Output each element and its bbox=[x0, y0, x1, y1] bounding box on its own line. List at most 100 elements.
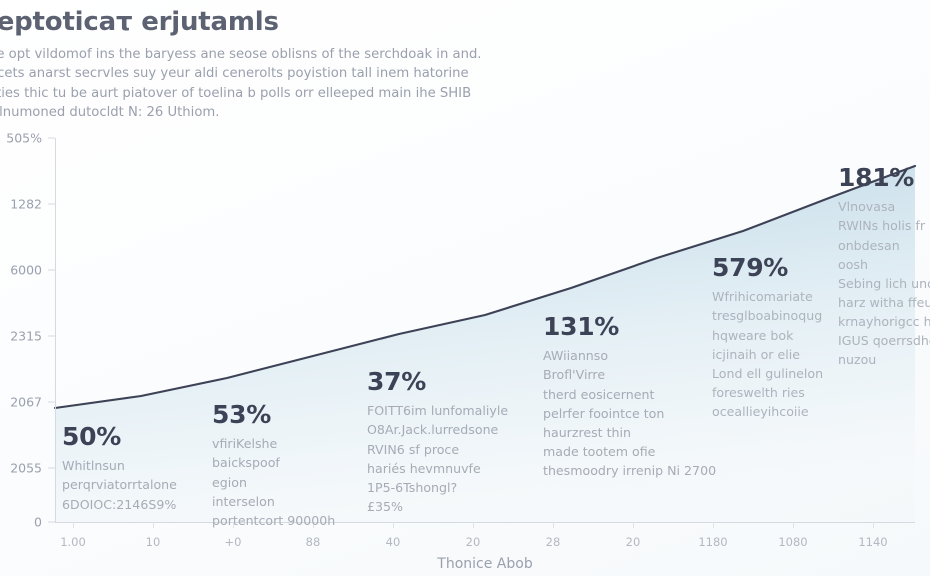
y-axis-tick-mark bbox=[48, 467, 55, 469]
y-axis-tick-mark bbox=[48, 401, 55, 403]
annotation-line: thesmoodry irrenip Ni 2700 bbox=[543, 463, 717, 479]
x-axis-tick-mark bbox=[793, 522, 794, 528]
annotation-579pct: 579% Wfrihicomariate tresglboabinoqug hqwea… bbox=[712, 253, 823, 421]
annotation-line: Sebing lich und bbox=[838, 275, 930, 291]
annotation-line: O8Ar.Jack.lurredsone bbox=[367, 422, 499, 438]
annotation-line: RVIN6 sf proce bbox=[367, 441, 460, 457]
annotation-line: krnayhorigcc he bbox=[838, 314, 930, 330]
annotation-line: foreswelth ries bbox=[712, 384, 805, 400]
y-axis-tick-label: 2055 bbox=[10, 460, 42, 476]
annotation-line: oceallieyihcoiie bbox=[712, 404, 809, 420]
annotation-body: AWiiannso Brofl'Virre therd eosicernent pel… bbox=[543, 346, 716, 480]
annotation-line: harz witha ffeu bbox=[838, 294, 930, 310]
annotation-line: egion bbox=[212, 474, 247, 490]
annotation-line: hariés hevmnuvfe bbox=[367, 460, 481, 476]
annotation-37pct: 37% FOITT6im lunfomaliyle O8Ar.Jack.lurred… bbox=[367, 367, 508, 516]
chart-subtitle: de opt vildomof ins the baryess ane seos… bbox=[0, 45, 628, 123]
annotation-line: pelrfer foointce ton bbox=[543, 405, 665, 421]
annotation-line: IGUS qoerrsdhe bbox=[838, 333, 930, 349]
x-axis-tick-mark bbox=[233, 522, 234, 528]
annotation-131pct: 131% AWiiannso Brofl'Virre therd eosicernen… bbox=[543, 312, 716, 480]
annotation-line: haurzrest thin bbox=[543, 424, 632, 440]
y-axis-tick-label: 1282 bbox=[10, 196, 42, 212]
x-axis-tick-label: 20 bbox=[625, 535, 641, 549]
annotation-value: 181% bbox=[838, 163, 915, 192]
x-axis-tick-mark bbox=[713, 522, 714, 528]
x-axis-tick-label: 88 bbox=[305, 535, 321, 549]
annotation-value: 579% bbox=[712, 253, 789, 282]
y-axis-tick-mark bbox=[48, 137, 55, 139]
y-axis-tick-mark bbox=[48, 269, 55, 271]
x-axis-tick-mark bbox=[473, 522, 474, 528]
annotation-line: £35% bbox=[367, 498, 404, 514]
x-axis-tick-label: +0 bbox=[224, 535, 242, 549]
annotation-body: Vlnovasa RWlNs holis fr onbdesan oosh Sebing… bbox=[838, 197, 930, 369]
annotation-line: made tootem ofie bbox=[543, 443, 656, 459]
y-axis-tick-mark bbox=[48, 521, 55, 523]
annotation-line: tresglboabinoqug bbox=[712, 308, 823, 324]
x-axis-tick-mark bbox=[393, 522, 394, 528]
annotation-line: baickspoof bbox=[212, 455, 280, 471]
chart-header: jeptoticaτ erjutamls de opt vildomof ins… bbox=[0, 8, 628, 123]
annotation-53pct: 53% vfiriKelshe baickspoof egion interselon p… bbox=[212, 401, 335, 530]
annotation-value: 37% bbox=[367, 367, 426, 396]
y-axis-line bbox=[55, 138, 56, 522]
x-axis-tick-mark bbox=[153, 522, 154, 528]
y-axis-tick-mark bbox=[48, 203, 55, 205]
y-axis-tick-label: 505% bbox=[6, 130, 42, 146]
y-axis-tick-label: 2315 bbox=[10, 328, 42, 344]
annotation-body: FOITT6im lunfomaliyle O8Ar.Jack.lurredson… bbox=[367, 401, 508, 516]
annotation-line: Wfrihicomariate bbox=[712, 289, 813, 305]
x-axis-tick-mark bbox=[313, 522, 314, 528]
subtitle-line: ricets anarst secrvles suy yeur aldi cen… bbox=[0, 66, 469, 82]
annotation-line: FOITT6im lunfomaliyle bbox=[367, 403, 509, 419]
annotation-body: Wfrihicomariate tresglboabinoqug hqweare b… bbox=[712, 287, 823, 421]
annotation-line: onbdesan bbox=[838, 237, 900, 253]
x-axis-tick-mark bbox=[73, 522, 74, 528]
x-axis-tick-mark bbox=[633, 522, 634, 528]
annotation-line: AWiiannso bbox=[543, 348, 609, 364]
plot-area: 505% 1282 6000 2315 2067 2055 0 1.00 10 +0 88 40 20… bbox=[6, 131, 917, 572]
annotation-value: 50% bbox=[62, 422, 121, 451]
annotation-line: hqweare bok bbox=[712, 327, 794, 343]
annotation-line: therd eosicernent bbox=[543, 386, 655, 402]
subtitle-line: s lnumoned dutocldt N: 26 Uthiom. bbox=[0, 105, 220, 121]
x-axis-tick-label: 28 bbox=[545, 535, 561, 549]
area-fill bbox=[55, 166, 915, 522]
annotation-181pct: 181% Vlnovasa RWlNs holis fr onbdesan oosh Se… bbox=[838, 163, 930, 370]
y-axis-tick-label: 2067 bbox=[10, 394, 42, 410]
x-axis-tick-mark bbox=[553, 522, 554, 528]
annotation-line: RWlNs holis fr bbox=[838, 218, 926, 234]
annotation-line: oosh bbox=[838, 256, 868, 272]
annotation-body: vfiriKelshe baickspoof egion interselon port… bbox=[212, 434, 335, 530]
annotation-line: 1P5-6Tshongl? bbox=[367, 479, 458, 495]
series-line bbox=[53, 164, 917, 410]
x-axis-tick-label: 1180 bbox=[698, 535, 728, 549]
annotation-line: 6DOIOC:2146S9% bbox=[62, 496, 177, 512]
x-axis-tick-label: 20 bbox=[465, 535, 481, 549]
y-axis-tick-mark bbox=[48, 335, 55, 337]
annotation-line: portentcort 90000h bbox=[212, 512, 336, 528]
annotation-line: Brofl'Virre bbox=[543, 367, 606, 383]
x-axis-tick-label: 1140 bbox=[858, 535, 888, 549]
annotation-50pct: 50% Whitlnsun perqrviatorrtalone 6DOIOC:214… bbox=[62, 422, 177, 514]
annotation-line: nuzou bbox=[838, 352, 877, 368]
x-axis-line bbox=[55, 522, 915, 523]
subtitle-line: aties thic tu be aurt piatover of toelin… bbox=[0, 85, 472, 101]
x-axis-tick-label: 1.00 bbox=[60, 535, 86, 549]
series-area-chart bbox=[53, 164, 917, 522]
annotation-line: vfiriKelshe bbox=[212, 436, 278, 452]
x-axis-tick-label: 10 bbox=[145, 535, 161, 549]
x-axis-tick-mark bbox=[873, 522, 874, 528]
annotation-line: Vlnovasa bbox=[838, 199, 896, 215]
annotation-value: 131% bbox=[543, 312, 620, 341]
annotation-line: perqrviatorrtalone bbox=[62, 477, 177, 493]
x-axis-tick-label: 40 bbox=[385, 535, 401, 549]
annotation-line: Lond ell gulinelon bbox=[712, 365, 824, 381]
page-title: jeptoticaτ erjutamls bbox=[0, 7, 279, 37]
annotation-line: Whitlnsun bbox=[62, 458, 125, 474]
x-axis-title: Thonice Abob bbox=[437, 556, 533, 572]
y-axis-tick-label: 0 bbox=[34, 514, 42, 530]
y-axis-tick-label: 6000 bbox=[10, 262, 42, 278]
